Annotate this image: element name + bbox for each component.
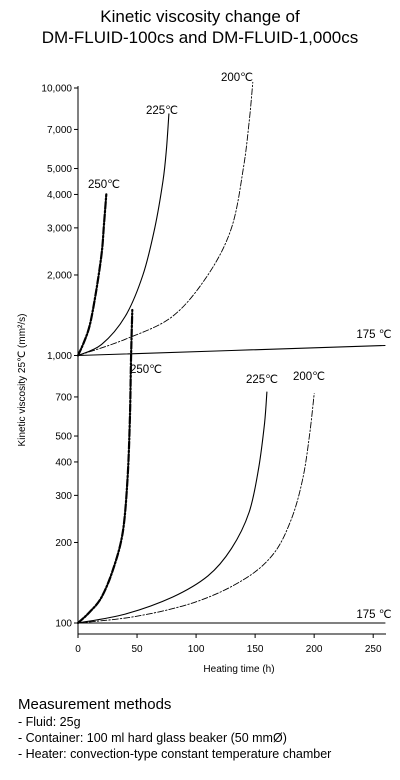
series-label: 175 ℃ [356,329,391,341]
x-tick-label: 250 [365,644,382,655]
viscosity-chart: 1002003004005007001,0002,0003,0004,0005,… [17,72,392,675]
series-line-100cs-6 [77,393,315,624]
methods-item-heater: - Heater: convection-type constant tempe… [18,747,332,761]
series-line-100cs-4 [76,308,134,625]
series-label: 200℃ [221,72,253,84]
y-tick-label: 1,000 [47,351,72,362]
series-label: 250℃ [130,364,162,376]
x-tick-label: 150 [247,644,264,655]
methods-heading: Measurement methods [18,696,172,713]
series-label: 225℃ [246,374,278,386]
y-tick-label: 700 [55,392,72,403]
y-tick-label: 100 [55,619,72,630]
x-tick-label: 50 [131,644,143,655]
series-label: 175 ℃ [356,609,391,621]
series-line-1000cs-1 [77,113,170,357]
series-line-1000cs-2 [77,81,254,356]
x-tick-label: 200 [306,644,323,655]
y-tick-label: 400 [55,457,72,468]
y-tick-label: 10,000 [41,84,72,95]
series-label: 200℃ [293,371,325,383]
y-tick-label: 300 [55,491,72,502]
chart-title-line2: DM-FLUID-100cs and DM-FLUID-1,000cs [41,28,359,47]
methods-item-fluid: - Fluid: 25g [18,715,81,729]
chart-series [76,81,386,625]
y-axis-label: Kinetic viscosity 25℃ (mm²/s) [17,314,28,447]
series-line-1000cs-3 [77,344,386,357]
y-tick-label: 7,000 [47,125,72,136]
methods-item-container: - Container: 100 ml hard glass beaker (5… [18,731,287,745]
y-tick-label: 3,000 [47,223,72,234]
series-label: 250℃ [88,179,120,191]
x-axis-label: Heating time (h) [203,664,274,675]
chart-series-labels: 250℃ 225℃ 200℃ 175 ℃ 250℃ 225℃ 200℃ 175 ℃ [88,72,392,621]
series-label: 225℃ [146,105,178,117]
y-tick-label: 2,000 [47,270,72,281]
y-tick-label: 4,000 [47,190,72,201]
measurement-methods: Measurement methods - Fluid: 25g - Conta… [18,696,398,762]
series-line-100cs-5 [77,391,268,624]
chart-title-line1: Kinetic viscosity change of [100,7,300,26]
series-line-1000cs-0 [76,193,108,357]
chart-ticks: 1002003004005007001,0002,0003,0004,0005,… [41,84,382,656]
y-tick-label: 5,000 [47,164,72,175]
x-tick-label: 100 [188,644,205,655]
x-tick-label: 0 [75,644,81,655]
chart-axes [77,86,386,635]
y-tick-label: 200 [55,538,72,549]
y-tick-label: 500 [55,432,72,443]
